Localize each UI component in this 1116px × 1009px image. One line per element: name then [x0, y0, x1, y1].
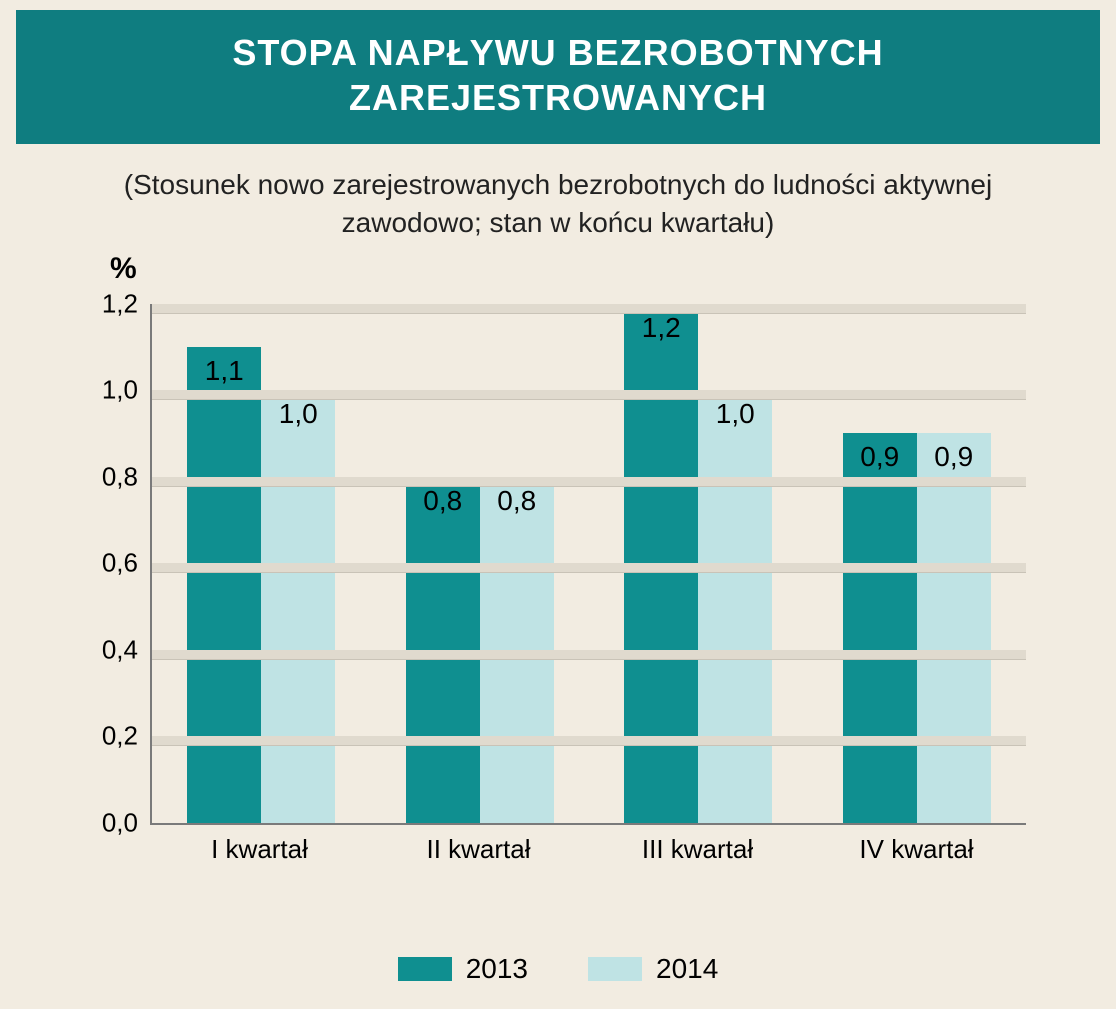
chart-container: STOPA NAPŁYWU BEZROBOTNYCH ZAREJESTROWAN…	[0, 0, 1116, 1009]
legend-item: 2013	[398, 953, 528, 985]
y-tick-label: 1,0	[102, 375, 138, 406]
grid-line	[152, 650, 1026, 660]
bar-value-label: 1,0	[279, 398, 318, 430]
y-tick-label: 0,6	[102, 548, 138, 579]
y-tick-label: 1,2	[102, 288, 138, 319]
bar-2014: 1,0	[261, 390, 335, 823]
y-tick-label: 0,2	[102, 721, 138, 752]
legend-label: 2013	[466, 953, 528, 985]
legend-label: 2014	[656, 953, 718, 985]
title-line-1: STOPA NAPŁYWU BEZROBOTNYCH	[46, 30, 1070, 75]
bar-value-label: 0,9	[860, 441, 899, 473]
legend: 2013 2014	[0, 925, 1116, 1009]
grid-line	[152, 390, 1026, 400]
bar-value-label: 0,9	[934, 441, 973, 473]
bar-value-label: 0,8	[497, 485, 536, 517]
bar-2013: 1,1	[187, 347, 261, 823]
title-bar: STOPA NAPŁYWU BEZROBOTNYCH ZAREJESTROWAN…	[16, 10, 1100, 144]
legend-swatch	[588, 957, 642, 981]
x-tick-label: IV kwartał	[807, 834, 1026, 865]
bar-value-label: 0,8	[423, 485, 462, 517]
grid-line	[152, 477, 1026, 487]
title-line-2: ZAREJESTROWANYCH	[46, 75, 1070, 120]
y-tick-label: 0,0	[102, 808, 138, 839]
bar-value-label: 1,2	[642, 312, 681, 344]
grid-line	[152, 736, 1026, 746]
y-tick-label: 0,4	[102, 634, 138, 665]
subtitle: (Stosunek nowo zarejestrowanych bezrobot…	[0, 144, 1116, 248]
bar-value-label: 1,1	[205, 355, 244, 387]
chart-area: 1,1 1,0 0,8 0,8 1,2 1,0 0,9 0,9 0,0 0,2 0,4 0,6 0,8…	[60, 304, 1056, 925]
x-tick-label: I kwartał	[150, 834, 369, 865]
grid-line	[152, 563, 1026, 573]
y-axis-label: %	[110, 252, 1116, 286]
legend-item: 2014	[588, 953, 718, 985]
y-tick-label: 0,8	[102, 461, 138, 492]
bar-2014: 1,0	[698, 390, 772, 823]
bar-2013: 0,9	[843, 433, 917, 823]
grid-line	[152, 304, 1026, 314]
x-tick-label: II kwartał	[369, 834, 588, 865]
x-tick-label: III kwartał	[588, 834, 807, 865]
legend-swatch	[398, 957, 452, 981]
bar-2014: 0,9	[917, 433, 991, 823]
x-axis-ticks: I kwartałII kwartałIII kwartałIV kwartał	[150, 834, 1026, 865]
plot-area: 1,11,00,80,81,21,00,90,9 0,00,20,40,60,8…	[150, 304, 1026, 825]
bar-value-label: 1,0	[716, 398, 755, 430]
